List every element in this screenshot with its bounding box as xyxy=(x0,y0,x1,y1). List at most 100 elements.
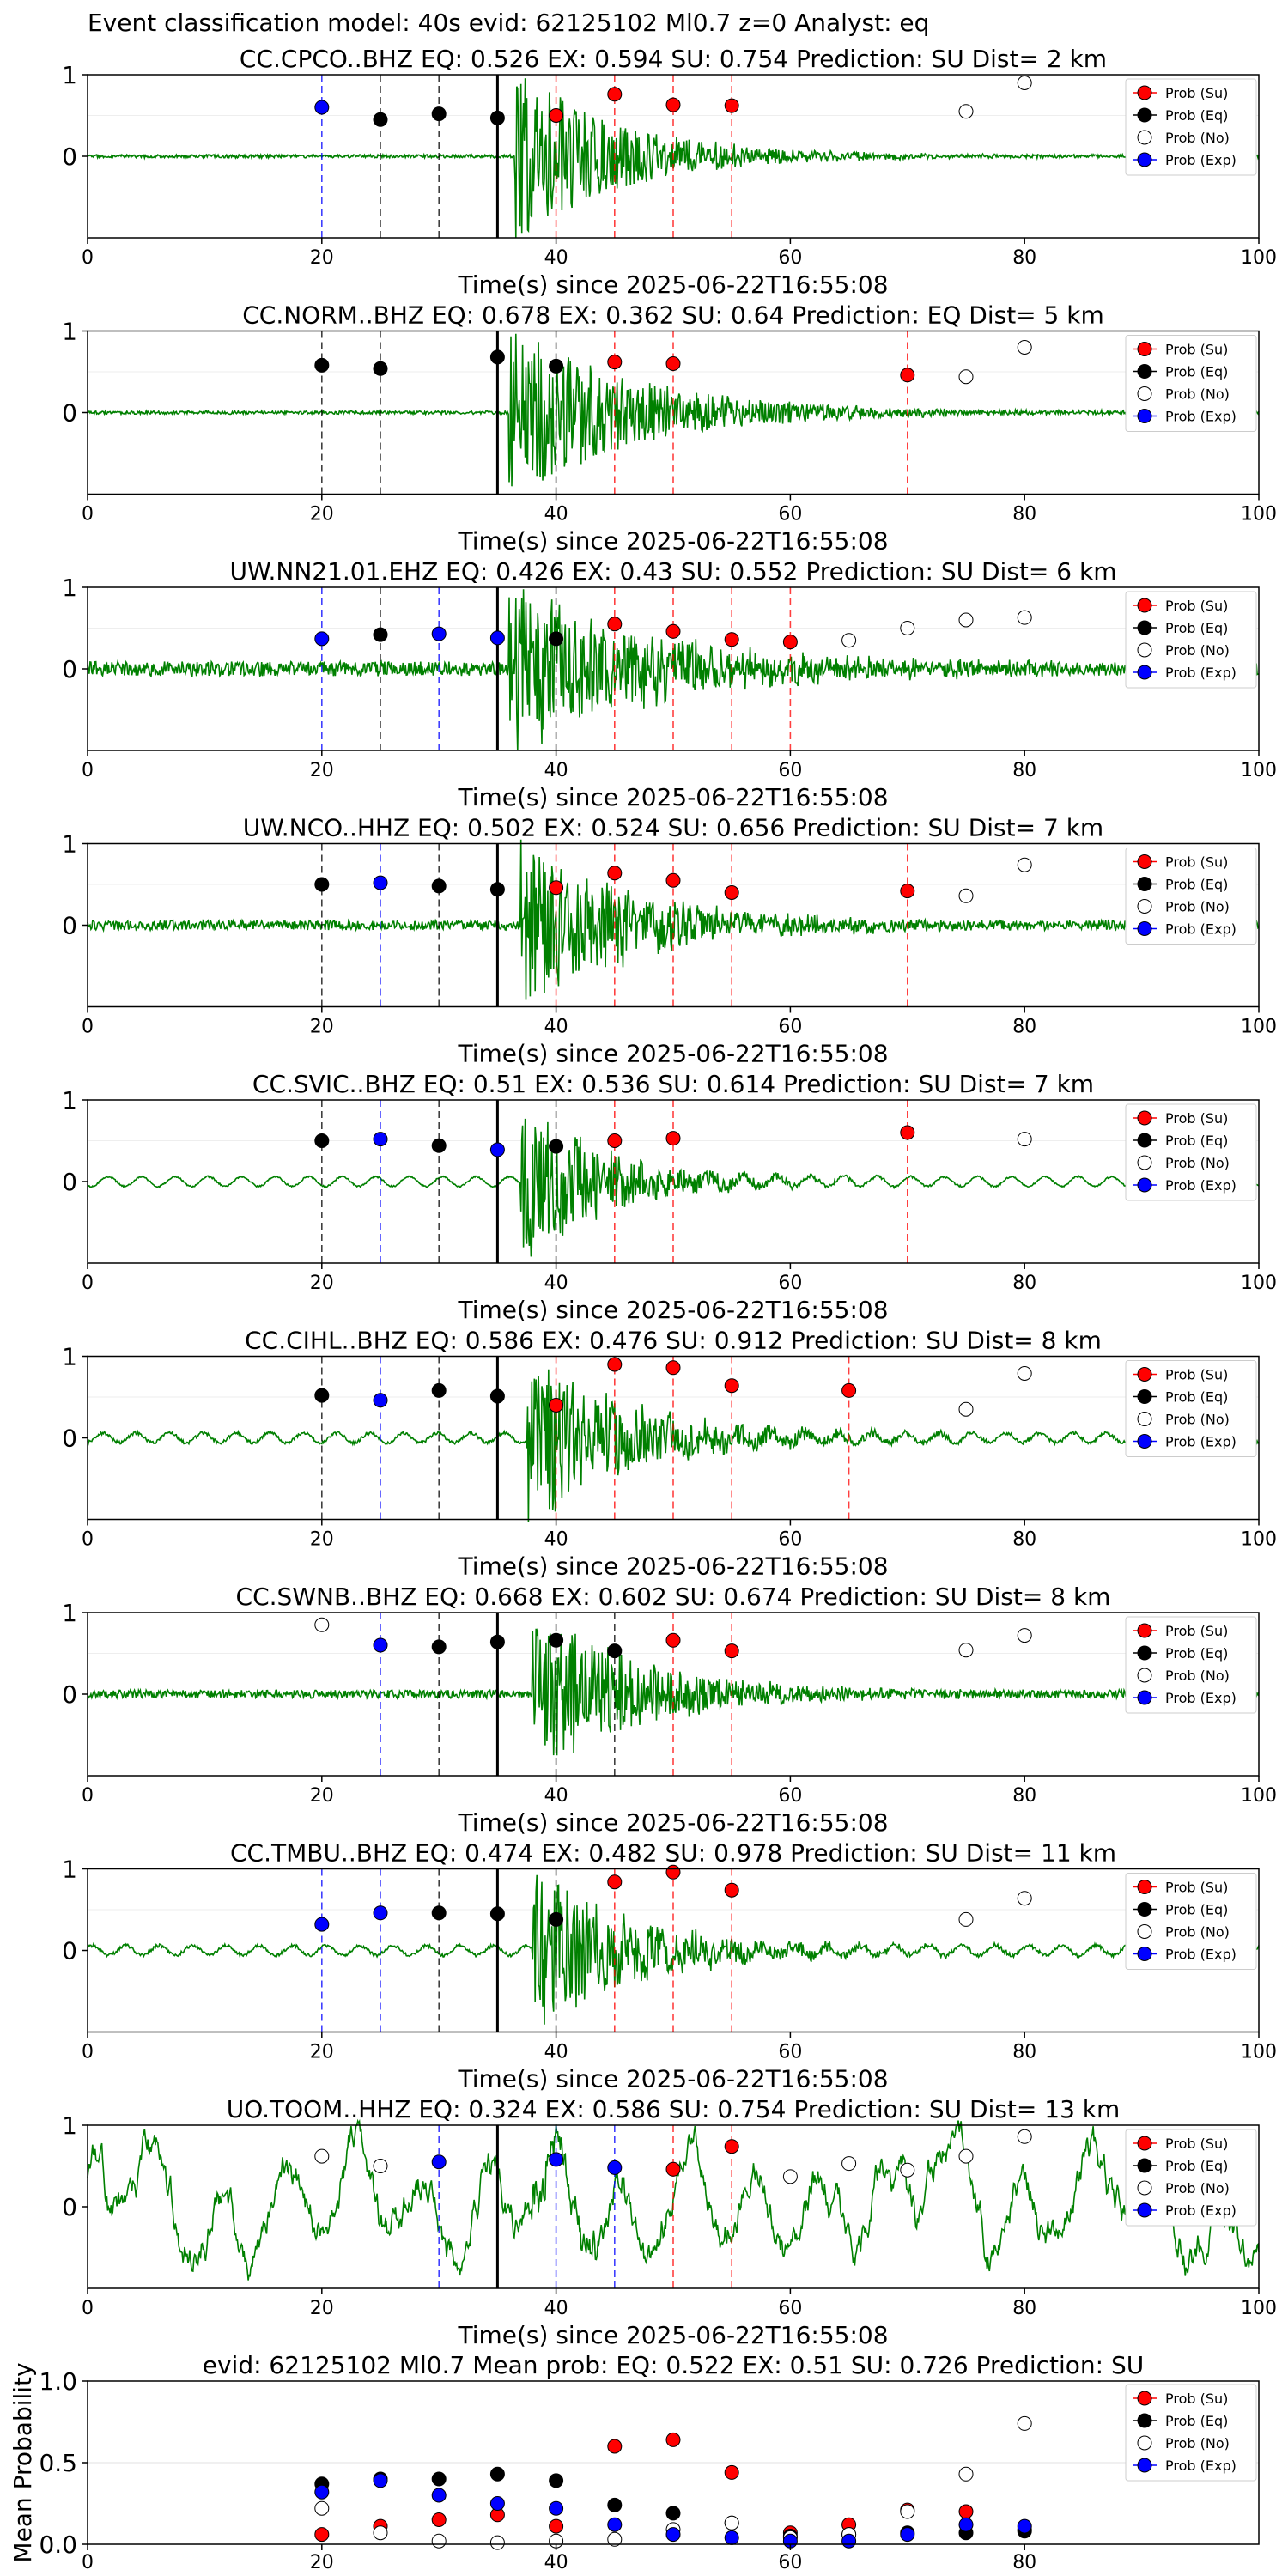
legend-label: Prob (Exp) xyxy=(1165,152,1236,168)
mean-point-su xyxy=(431,2512,447,2527)
prob-point-su xyxy=(665,356,681,371)
prob-point-su xyxy=(665,1360,681,1376)
y-tick-label: 1 xyxy=(62,574,77,602)
prob-point-su xyxy=(665,872,681,888)
legend-label: Prob (Su) xyxy=(1165,342,1228,358)
mean-point-su xyxy=(665,2432,681,2447)
legend-marker-no xyxy=(1137,1412,1152,1426)
y-tick-label: 0.0 xyxy=(39,2530,77,2559)
legend-box xyxy=(1125,78,1257,176)
legend-marker-exp xyxy=(1137,1434,1152,1449)
mean-point-exp xyxy=(489,2496,505,2511)
prob-point-eq xyxy=(549,1911,564,1927)
x-tick-label: 60 xyxy=(778,1785,802,1807)
legend-marker-su xyxy=(1137,854,1152,869)
mean-point-exp xyxy=(900,2527,915,2543)
legend-marker-su xyxy=(1137,598,1152,613)
legend-marker-su xyxy=(1137,1623,1152,1638)
y-tick-label: 1 xyxy=(62,61,77,89)
prob-point-su xyxy=(665,1632,681,1648)
legend-marker-eq xyxy=(1137,1902,1152,1917)
legend-marker-su xyxy=(1137,2391,1152,2406)
legend-label: Prob (Eq) xyxy=(1165,620,1228,636)
trace-panel-6: CC.CIHL..BHZ EQ: 0.586 EX: 0.476 SU: 0.9… xyxy=(62,1327,1277,1581)
legend-marker-eq xyxy=(1137,364,1152,379)
legend-marker-exp xyxy=(1137,2458,1152,2473)
legend-marker-su xyxy=(1137,85,1152,100)
x-tick-label: 100 xyxy=(1241,1529,1277,1551)
seismogram-trace xyxy=(87,1874,1260,2025)
y-tick-label: 1 xyxy=(62,318,77,346)
y-tick-label: 0 xyxy=(62,1680,77,1709)
mean-point-eq xyxy=(431,2471,447,2487)
trace-panel-8: CC.TMBU..BHZ EQ: 0.474 EX: 0.482 SU: 0.9… xyxy=(62,1839,1277,2093)
y-tick-label: 0.5 xyxy=(39,2449,77,2477)
y-tick-label: 1 xyxy=(62,2111,77,2140)
prob-point-su xyxy=(607,1133,623,1148)
y-tick-label: 1 xyxy=(62,1086,77,1115)
x-tick-label: 80 xyxy=(1012,504,1036,526)
legend-box xyxy=(1125,1360,1257,1457)
prob-point-exp xyxy=(489,1142,505,1157)
x-tick-label: 100 xyxy=(1241,504,1277,526)
prob-point-no xyxy=(958,104,974,119)
prob-point-eq xyxy=(314,877,330,892)
legend-marker-no xyxy=(1137,130,1152,145)
x-tick-label: 40 xyxy=(544,504,568,526)
x-tick-label: 100 xyxy=(1241,760,1277,781)
legend-label: Prob (No) xyxy=(1165,1412,1230,1428)
prob-point-exp xyxy=(373,1393,388,1408)
prob-point-su xyxy=(841,1382,857,1398)
x-tick-label: 20 xyxy=(310,760,334,781)
prob-point-su xyxy=(900,1125,915,1140)
legend-label: Prob (Su) xyxy=(1165,598,1228,614)
prob-point-su xyxy=(607,1357,623,1372)
x-tick-label: 0 xyxy=(82,2042,94,2063)
prob-point-eq xyxy=(549,1139,564,1154)
prob-point-exp xyxy=(489,630,505,646)
seismogram-trace xyxy=(88,1628,1260,1756)
seismogram-trace xyxy=(87,1118,1260,1257)
prob-point-eq xyxy=(314,1388,330,1403)
mean-point-exp xyxy=(314,2484,330,2500)
legend-label: Prob (Su) xyxy=(1165,1623,1228,1639)
x-tick-label: 80 xyxy=(1012,2042,1036,2063)
x-tick-label: 0 xyxy=(82,1529,94,1551)
x-tick-label: 40 xyxy=(544,1785,568,1807)
prob-point-su xyxy=(665,2161,681,2177)
mean-point-no xyxy=(431,2533,447,2549)
x-tick-label: 80 xyxy=(1012,2552,1036,2573)
legend-label: Prob (No) xyxy=(1165,642,1230,659)
y-tick-label: 0 xyxy=(62,399,77,428)
legend-label: Prob (No) xyxy=(1165,1668,1230,1684)
x-axis-label: Time(s) since 2025-06-22T16:55:08 xyxy=(457,2321,888,2349)
trace-panel-1: CC.CPCO..BHZ EQ: 0.526 EX: 0.594 SU: 0.7… xyxy=(62,45,1277,299)
x-tick-label: 40 xyxy=(544,2552,568,2573)
x-tick-label: 0 xyxy=(82,1785,94,1807)
panel-title: UW.NCO..HHZ EQ: 0.502 EX: 0.524 SU: 0.65… xyxy=(243,814,1103,842)
x-axis-label: Time(s) since 2025-06-22T16:55:08 xyxy=(457,1808,888,1837)
y-tick-label: 0 xyxy=(62,1937,77,1965)
legend-marker-eq xyxy=(1137,107,1152,123)
x-tick-label: 100 xyxy=(1241,1785,1277,1807)
legend-label: Prob (No) xyxy=(1165,2180,1230,2196)
prob-point-no xyxy=(1017,1365,1032,1381)
legend-label: Prob (Eq) xyxy=(1165,107,1228,124)
prob-point-su xyxy=(665,1131,681,1146)
prob-point-eq xyxy=(314,357,330,373)
panel-title: CC.SWNB..BHZ EQ: 0.668 EX: 0.602 SU: 0.6… xyxy=(236,1583,1111,1611)
prob-point-exp xyxy=(373,1637,388,1653)
x-axis-label: Time(s) since 2025-06-22T16:55:08 xyxy=(457,1552,888,1581)
x-tick-label: 60 xyxy=(778,2042,802,2063)
legend-box xyxy=(1125,1873,1257,1970)
legend-marker-su xyxy=(1137,1110,1152,1126)
legend-marker-exp xyxy=(1137,409,1152,423)
prob-point-no xyxy=(314,1617,330,1632)
x-tick-label: 40 xyxy=(544,760,568,781)
mean-point-exp xyxy=(665,2527,681,2543)
panel-title: CC.SVIC..BHZ EQ: 0.51 EX: 0.536 SU: 0.61… xyxy=(252,1070,1094,1098)
prob-point-su xyxy=(724,1643,739,1659)
legend-box xyxy=(1125,1103,1257,1201)
prob-point-no xyxy=(1017,340,1032,355)
y-tick-label: 0 xyxy=(62,143,77,171)
